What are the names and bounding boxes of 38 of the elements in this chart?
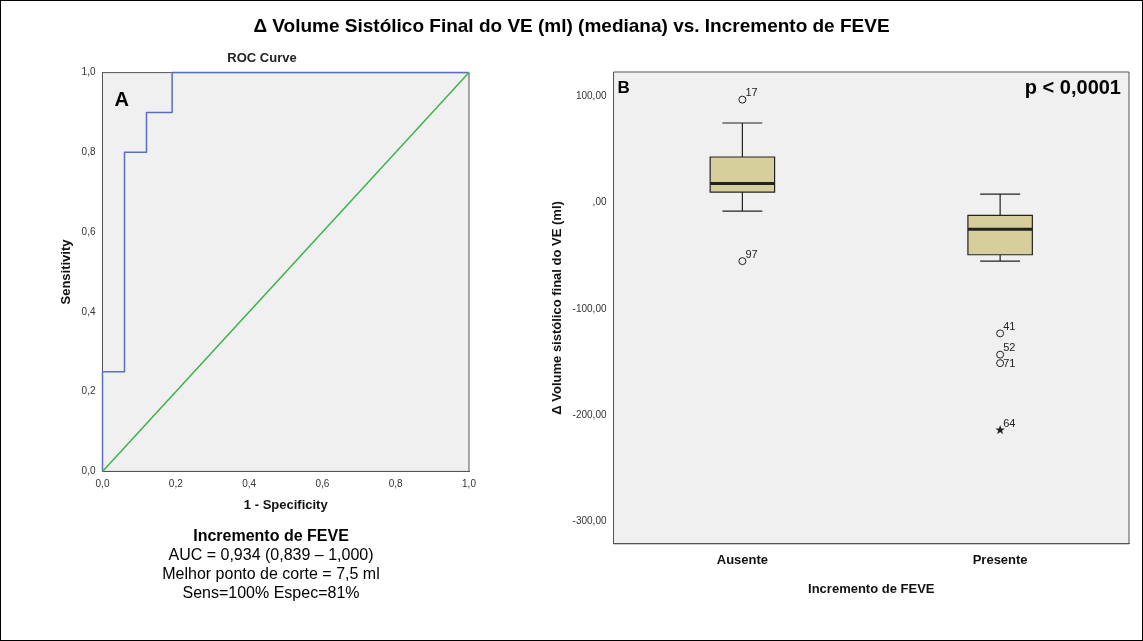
annotation: B [617, 78, 630, 98]
y-tick-label: 100,00 [575, 90, 607, 102]
y-axis-title: Sensitivity [58, 238, 74, 305]
text: Δ Volume Sistólico Final do VE (ml) (mediana) vs. Incremento de FEVE [252, 15, 891, 37]
chart-subtitle: ROC Curve [227, 50, 297, 66]
x-tick-label: Presente [972, 552, 1028, 568]
annotation: p < 0,0001 [1024, 75, 1121, 98]
y-tick-label: 0,4 [81, 305, 96, 317]
y-tick-label: 0,8 [81, 146, 96, 158]
text: Sens=100% Espec=81% [181, 583, 361, 602]
y-tick-label: 0,0 [81, 465, 96, 477]
y-tick-label: 0,6 [81, 225, 96, 237]
annotation: 52 [1003, 341, 1016, 354]
annotation: 97 [745, 247, 758, 260]
x-axis-title: 1 - Specificity [243, 496, 329, 512]
text: Incremento de FEVE [192, 526, 350, 545]
x-tick-label: 1,0 [462, 478, 477, 490]
annotation: 71 [1003, 356, 1016, 369]
x-tick-label: 0,4 [242, 478, 257, 490]
annotation: 64 [1003, 416, 1016, 429]
x-axis-title: Incremento de FEVE [808, 580, 935, 596]
y-tick-label: ,00 [592, 196, 607, 208]
annotation: 41 [1003, 319, 1016, 332]
y-tick-label: -200,00 [572, 408, 607, 420]
y-tick-label: 1,0 [81, 66, 96, 78]
annotation: 17 [745, 86, 758, 99]
x-tick-label: 0,8 [388, 478, 404, 490]
annotation: A [114, 88, 129, 111]
x-tick-label: Ausente [716, 552, 769, 568]
y-tick-label: -300,00 [572, 515, 607, 527]
text: Melhor ponto de corte = 7,5 ml [161, 564, 381, 583]
x-tick-label: 0,6 [315, 478, 330, 490]
x-tick-label: 0,2 [168, 478, 184, 490]
y-tick-label: 0,2 [81, 385, 96, 397]
text: AUC = 0,934 (0,839 – 1,000) [167, 545, 375, 564]
y-tick-label: -100,00 [572, 302, 607, 314]
y-axis-title: Δ Volume sistólico final do VE (ml) [549, 201, 565, 415]
x-tick-label: 0,0 [95, 478, 110, 490]
